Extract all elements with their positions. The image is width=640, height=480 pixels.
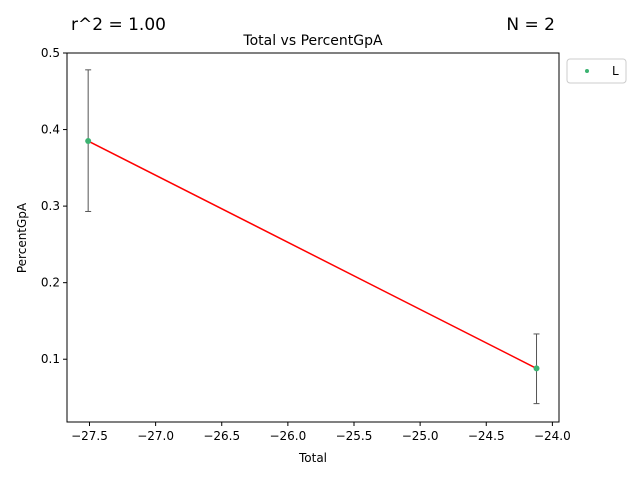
legend-frame <box>566 58 627 84</box>
x-axis-label: Total <box>298 451 327 465</box>
x-tick-label: −24.0 <box>534 429 571 443</box>
plot-frame <box>66 52 560 423</box>
data-points <box>85 138 540 372</box>
n-annotation: N = 2 <box>506 15 555 35</box>
x-tick-label: −25.0 <box>402 429 439 443</box>
y-tick-label: 0.5 <box>41 46 60 60</box>
x-tick-label: −26.5 <box>203 429 240 443</box>
y-tick-label: 0.2 <box>41 276 60 290</box>
x-tick-label: −27.5 <box>71 429 108 443</box>
fit-line-group <box>87 140 537 370</box>
x-tick-label: −24.5 <box>468 429 505 443</box>
y-axis-ticks: 0.1 0.2 0.3 0.4 0.5 <box>41 46 67 366</box>
x-tick-label: −27.0 <box>137 429 174 443</box>
r-squared-annotation: r^2 = 1.00 <box>71 15 166 35</box>
y-tick-label: 0.1 <box>41 352 60 366</box>
data-point <box>533 365 540 372</box>
x-axis-ticks: −27.5 −27.0 −26.5 −26.0 −25.5 −25.0 −24.5 −24.0 <box>71 422 571 443</box>
legend: L <box>566 58 627 84</box>
y-tick-label: 0.4 <box>41 123 60 137</box>
x-tick-label: −26.0 <box>269 429 306 443</box>
error-bars <box>85 69 540 405</box>
fit-line <box>87 140 537 370</box>
legend-label: L <box>612 64 619 78</box>
data-point <box>85 138 92 145</box>
legend-marker <box>585 69 589 73</box>
y-axis-label: PercentGpA <box>15 202 29 273</box>
chart-title: Total vs PercentGpA <box>242 33 383 49</box>
x-tick-label: −25.5 <box>336 429 373 443</box>
y-tick-label: 0.3 <box>41 199 60 213</box>
